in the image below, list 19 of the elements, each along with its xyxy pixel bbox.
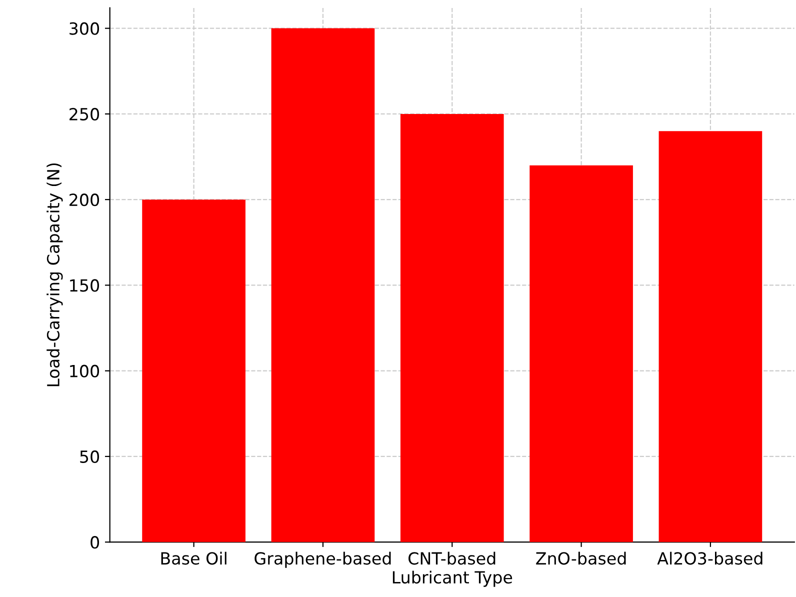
bar <box>400 114 504 542</box>
x-tick-label: ZnO-based <box>536 552 626 565</box>
bar <box>658 131 762 542</box>
x-tick-label: Base Oil <box>161 552 226 565</box>
y-axis-title: Load-Carrying Capacity (N) <box>46 163 63 386</box>
y-tick-label: 250 <box>70 108 100 121</box>
bar <box>271 28 375 542</box>
x-axis-title: Lubricant Type <box>392 570 512 587</box>
x-tick-label: CNT-based <box>408 552 496 565</box>
y-tick-label: 100 <box>70 364 100 378</box>
y-tick-label: 50 <box>80 450 100 464</box>
y-tick-label: 200 <box>70 194 100 206</box>
y-tick-label: 150 <box>70 279 100 292</box>
bar <box>530 165 633 542</box>
y-tick-label: 0 <box>90 536 100 549</box>
y-tick-label: 300 <box>70 22 100 35</box>
bar <box>142 200 246 542</box>
x-tick-label: Graphene-based <box>254 552 391 568</box>
x-tick-label: Al2O3-based <box>657 552 762 565</box>
